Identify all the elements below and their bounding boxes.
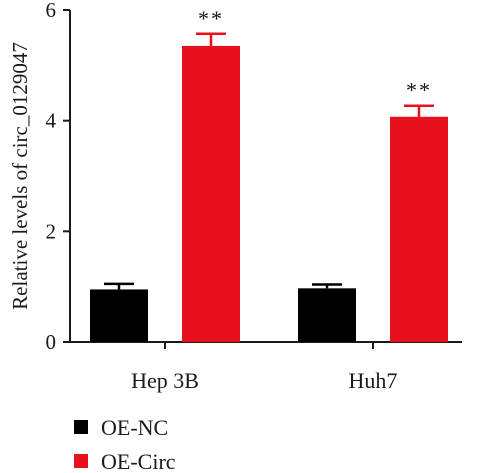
legend-swatch — [74, 420, 88, 434]
y-tick-label: 2 — [46, 219, 57, 243]
significance-marker: ** — [406, 78, 432, 103]
legend-swatch — [74, 454, 88, 468]
x-category-label: Huh7 — [349, 368, 398, 393]
bar — [182, 45, 240, 342]
x-category-label: Hep 3B — [131, 368, 199, 393]
bar — [90, 289, 148, 342]
y-tick-label: 6 — [46, 0, 57, 22]
y-tick-label: 0 — [46, 330, 57, 354]
legend: OE-NC OE-Circ — [74, 415, 176, 473]
bars — [90, 32, 448, 342]
significance-marker: ** — [198, 6, 224, 31]
y-tick-label: 4 — [46, 109, 57, 133]
y-axis-label: Relative levels of circ_0129047 — [8, 42, 32, 310]
significance-annotations: ** ** — [198, 6, 432, 103]
legend-label: OE-NC — [101, 415, 168, 440]
bar — [298, 288, 356, 342]
y-axis-label-group: Relative levels of circ_0129047 — [8, 42, 32, 310]
legend-label: OE-Circ — [101, 449, 176, 473]
bar — [390, 116, 448, 342]
